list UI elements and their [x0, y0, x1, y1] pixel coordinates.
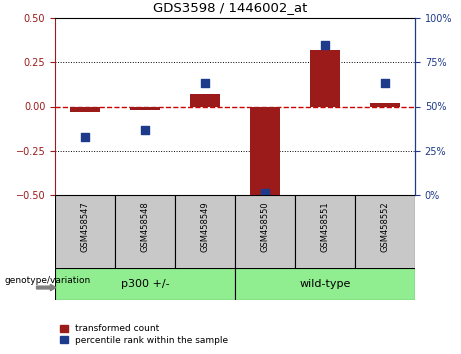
Bar [235, 268, 415, 300]
Text: GSM458547: GSM458547 [81, 201, 89, 252]
Text: genotype/variation: genotype/variation [5, 276, 91, 285]
Text: GSM458548: GSM458548 [141, 201, 149, 252]
Bar [250, 107, 280, 195]
Text: GSM458549: GSM458549 [201, 201, 209, 252]
Text: GSM458552: GSM458552 [380, 201, 390, 252]
Text: GSM458550: GSM458550 [260, 201, 270, 252]
Text: GDS3598 / 1446002_at: GDS3598 / 1446002_at [154, 1, 307, 15]
Bar [295, 195, 355, 270]
Point [142, 127, 149, 132]
Bar [115, 195, 175, 270]
Text: wild-type: wild-type [299, 279, 351, 289]
Point [261, 190, 269, 196]
Bar [70, 107, 100, 112]
Text: p300 +/-: p300 +/- [121, 279, 169, 289]
Point [321, 42, 329, 47]
Bar [175, 195, 235, 270]
Text: GSM458551: GSM458551 [320, 201, 330, 252]
Bar [55, 268, 235, 300]
Bar [355, 195, 415, 270]
Point [81, 134, 89, 139]
Bar [370, 103, 400, 107]
Bar [235, 195, 295, 270]
Point [201, 81, 209, 86]
Legend: transformed count, percentile rank within the sample: transformed count, percentile rank withi… [59, 324, 229, 346]
Bar [55, 195, 115, 270]
Point [381, 81, 389, 86]
Bar [190, 94, 220, 107]
Bar [130, 107, 160, 110]
Bar [310, 50, 340, 107]
